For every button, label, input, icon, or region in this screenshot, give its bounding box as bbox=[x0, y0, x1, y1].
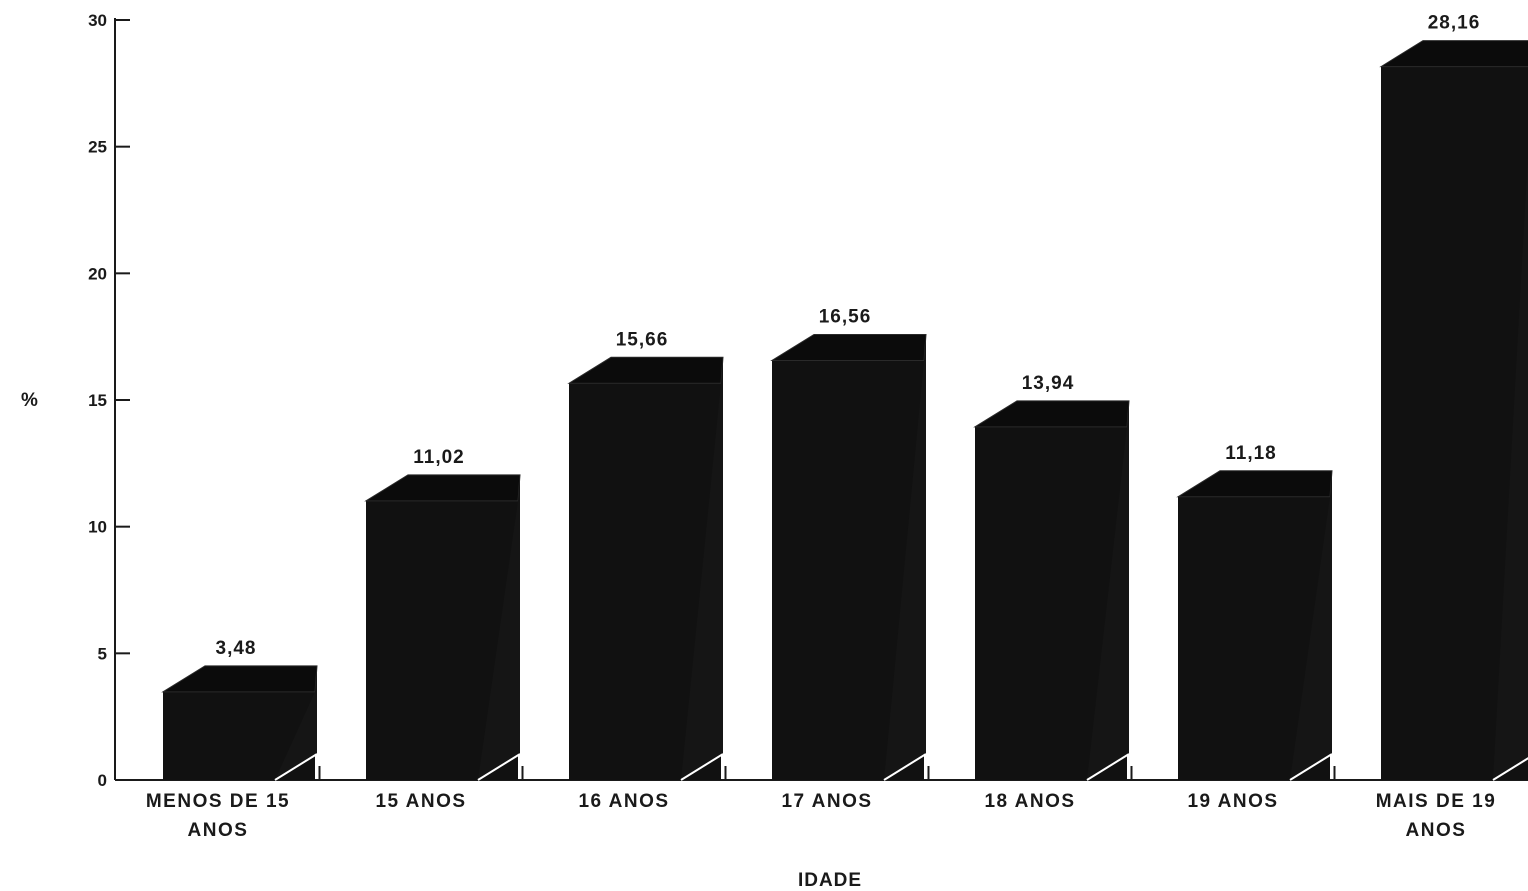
bar-side bbox=[884, 334, 926, 780]
bar bbox=[1176, 470, 1333, 781]
bar bbox=[161, 665, 318, 781]
bar-top bbox=[567, 356, 724, 384]
bar-side bbox=[1493, 155, 1528, 780]
y-tick-label: 0 bbox=[98, 771, 107, 790]
data-label: 13,94 bbox=[1022, 373, 1075, 394]
labels: 3,48 MENOS DE 15 ANOS 11,02 15 ANOS 15,66 16 A… bbox=[146, 13, 1497, 841]
x-tick-label: MENOS DE 15 bbox=[146, 791, 290, 812]
bar-top bbox=[1176, 470, 1333, 498]
bar-edge bbox=[1492, 757, 1528, 781]
bar bbox=[973, 400, 1130, 781]
y-tick-label: 25 bbox=[88, 138, 107, 157]
data-label: 15,66 bbox=[616, 329, 669, 350]
bar bbox=[770, 333, 927, 781]
bar-edge bbox=[883, 753, 927, 781]
y-tick-label: 30 bbox=[88, 11, 107, 30]
bar-side bbox=[1087, 400, 1129, 780]
bar bbox=[364, 474, 521, 781]
data-label: 16,56 bbox=[819, 306, 872, 327]
x-tick-label: 19 ANOS bbox=[1187, 791, 1278, 812]
x-axis-title: IDADE bbox=[798, 870, 862, 891]
bar-top bbox=[973, 400, 1130, 428]
bar-edge bbox=[680, 753, 724, 781]
bar-edge bbox=[274, 753, 318, 781]
bar-top bbox=[1379, 40, 1528, 68]
bar-edge bbox=[1289, 753, 1333, 781]
data-label: 11,02 bbox=[413, 447, 465, 468]
bar bbox=[1379, 40, 1528, 781]
bar-side bbox=[478, 474, 520, 780]
x-tick-label: 18 ANOS bbox=[984, 791, 1075, 812]
bars bbox=[161, 40, 1528, 781]
data-label: 28,16 bbox=[1428, 13, 1481, 34]
x-tick-label: 17 ANOS bbox=[781, 791, 872, 812]
y-tick-label: 10 bbox=[88, 518, 107, 537]
x-tick-label: MAIS DE 19 bbox=[1376, 791, 1497, 812]
bar-top bbox=[364, 474, 521, 502]
bar-top bbox=[770, 333, 927, 361]
y-tick-label: 15 bbox=[88, 391, 107, 410]
bar-side bbox=[681, 357, 723, 780]
y-tick-label: 20 bbox=[88, 264, 107, 283]
y-tick-label: 5 bbox=[98, 644, 107, 663]
bar-edge bbox=[477, 753, 521, 781]
x-tick-label: 16 ANOS bbox=[578, 791, 669, 812]
bar bbox=[567, 356, 724, 781]
bar-edge bbox=[1086, 753, 1130, 781]
y-axis-title: % bbox=[21, 390, 39, 411]
bar-side bbox=[275, 665, 317, 780]
bar-top bbox=[161, 665, 318, 693]
x-tick-label: 15 ANOS bbox=[375, 791, 466, 812]
data-label: 3,48 bbox=[216, 638, 257, 659]
x-tick-label: ANOS bbox=[1406, 820, 1467, 841]
bar-side bbox=[1290, 470, 1332, 780]
x-tick-label: ANOS bbox=[188, 820, 249, 841]
data-label: 11,18 bbox=[1225, 443, 1277, 464]
